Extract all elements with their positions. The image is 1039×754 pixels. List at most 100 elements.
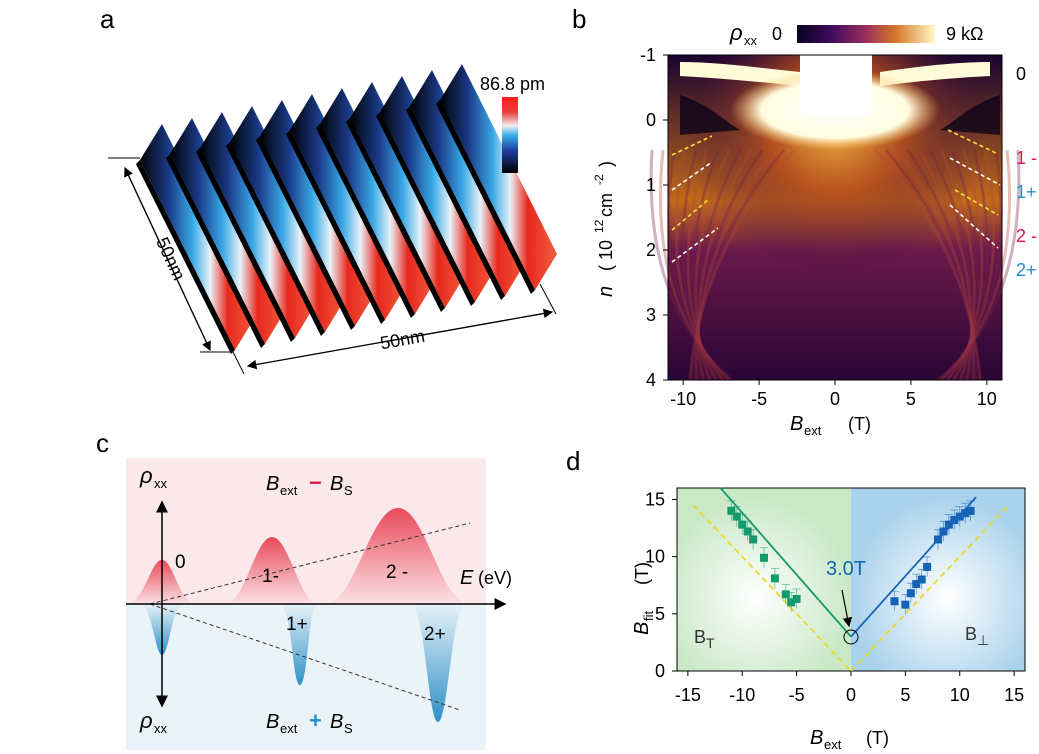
bfit-x-label: B ext (T) — [810, 727, 889, 752]
rho-map-fringe — [939, 149, 976, 381]
ll-schematic: ρ xx ρ xx B ext − B S B ext + B S E (eV)… — [125, 458, 512, 750]
bfit-xtick-label: -15 — [675, 685, 701, 705]
ll-label-1-minus: 1- — [262, 566, 279, 587]
rho-map-ytick-label: -1 — [640, 45, 656, 65]
bfit-xlabel-unit: (T) — [866, 728, 889, 748]
bfit-ylabel-sub: fit — [641, 611, 656, 622]
bfit-chart: -15 -10 -5 0 5 10 15 0 5 10 15 3.0T B T B ⊥ B fit… — [631, 487, 1026, 752]
bfit-point-left — [781, 590, 790, 599]
rho-map-ll-label: 1+ — [1016, 182, 1037, 202]
rho-map-ytick-label: 3 — [646, 305, 656, 325]
afm-ridge — [380, 76, 497, 302]
ll-bottom-bext-sub: ext — [280, 721, 298, 736]
bfit-point-right — [966, 506, 975, 515]
rho-map-ll-guide — [671, 161, 713, 191]
rho-map-xtick-label: -5 — [751, 389, 767, 409]
bfit-point-right — [890, 597, 899, 606]
bfit-point-left — [792, 594, 801, 603]
bfit-xtick-label: 15 — [1004, 685, 1024, 705]
rho-map-fringes — [649, 148, 1021, 382]
bfit-ytick-label: 0 — [655, 661, 665, 681]
bfit-point-left — [787, 598, 796, 607]
rho-map-fringe — [949, 149, 989, 381]
rho-map-xlabel-sub: ext — [804, 423, 822, 438]
afm-ridge — [290, 94, 407, 320]
rho-map-x-axis: -10 -5 0 5 10 — [670, 380, 997, 409]
ll-bottom-op: + — [309, 708, 322, 733]
rho-map-ylabel-unit2: cm — [596, 193, 616, 217]
afm-colorbar-max: 86.8 pm — [480, 74, 545, 94]
ll-top-op: − — [309, 470, 322, 495]
afm-ridge — [350, 82, 467, 308]
afm-ridge — [140, 124, 257, 350]
rho-map-fringe — [694, 149, 775, 381]
bfit-xtick-label: 5 — [900, 685, 910, 705]
rho-map-ylabel-exp2: -2 — [592, 174, 606, 185]
afm-ridge-shadow — [136, 160, 235, 354]
bfit-point-right — [923, 562, 932, 571]
rho-map-ll-guide — [954, 189, 999, 216]
bfit-point-right — [939, 527, 948, 536]
panel-label-a: a — [100, 4, 115, 34]
ll-top-bs-sub: S — [344, 483, 353, 498]
bfit-x-axis: -15 -10 -5 0 5 10 15 — [675, 671, 1024, 705]
bfit-ylabel-unit: (T) — [632, 562, 652, 585]
rho-map-ll-label: 1 - — [1016, 148, 1037, 168]
afm-ridge — [260, 100, 377, 326]
ll-label-2-plus: 2+ — [424, 624, 446, 645]
afm-ridge — [440, 64, 557, 290]
rho-map-ll-label: 2 - — [1016, 226, 1037, 246]
bfit-ytick-label: 15 — [645, 489, 665, 509]
bfit-point-left — [738, 520, 747, 529]
afm-ridge-shadow — [406, 106, 505, 300]
panel-label-d: d — [566, 446, 580, 476]
rho-map-fringe — [873, 148, 982, 381]
rho-map-ytick-label: 1 — [646, 175, 656, 195]
afm-ridge — [230, 106, 347, 332]
bfit-region-right-label: B — [965, 624, 977, 644]
rho-map-ll-guide — [671, 199, 709, 231]
afm-ridge-shadow — [256, 136, 355, 330]
ll-label-1-plus: 1+ — [286, 614, 308, 635]
afm-ridge-shadow — [286, 130, 385, 324]
bfit-line-ref-left — [692, 504, 852, 672]
ll-label-0: 0 — [175, 552, 186, 573]
panel-label-c: c — [96, 428, 109, 458]
ll-top-bs: B — [330, 473, 343, 495]
ll-trend-down — [149, 603, 461, 711]
rho-map-ll-guide — [671, 227, 719, 263]
bfit-line-ref-right — [850, 504, 1010, 672]
bfit-point-right — [950, 516, 959, 525]
bfit-point-left — [732, 512, 741, 521]
rho-map-ylabel-close: ) — [596, 161, 616, 167]
rho-map — [649, 54, 1021, 382]
ll-rho-top-sub: xx — [154, 476, 168, 491]
bfit-xtick-label: -10 — [729, 685, 755, 705]
afm-ridge-shadow — [436, 100, 535, 294]
bfit-point-right — [917, 575, 926, 584]
rho-map-fringe — [686, 149, 718, 381]
rho-map-fringe — [945, 149, 996, 381]
rho-colorbar-gradient — [797, 25, 935, 43]
rho-map-y-axis: -1 0 1 2 3 4 — [640, 45, 668, 390]
rho-map-ll-label: 2+ — [1016, 260, 1037, 280]
rho-colorbar: ρ xx 0 9 kΩ — [729, 20, 983, 48]
ll-energy-unit: (eV) — [478, 568, 512, 588]
rho-map-xtick-label: 0 — [830, 389, 840, 409]
bfit-point-left — [760, 553, 768, 562]
afm-ridge-shadow — [346, 118, 445, 312]
ll-bottom-bext: B — [266, 711, 279, 733]
afm-ridges — [136, 64, 557, 354]
rho-map-fringe — [690, 149, 720, 381]
rho-colorbar-label: ρ — [729, 20, 743, 45]
rho-map-fringe — [942, 149, 1003, 382]
bfit-xtick-label: -5 — [789, 685, 805, 705]
ll-top-bext: B — [266, 473, 279, 495]
ll-peak-2-minus — [325, 508, 470, 604]
rho-map-fringe — [681, 149, 721, 381]
bfit-points — [727, 500, 975, 615]
rho-map-fringe — [950, 149, 980, 381]
bfit-y-axis: 0 5 10 15 — [645, 489, 677, 681]
rho-map-fringe — [696, 149, 742, 381]
rho-map-fringe — [939, 149, 1012, 382]
